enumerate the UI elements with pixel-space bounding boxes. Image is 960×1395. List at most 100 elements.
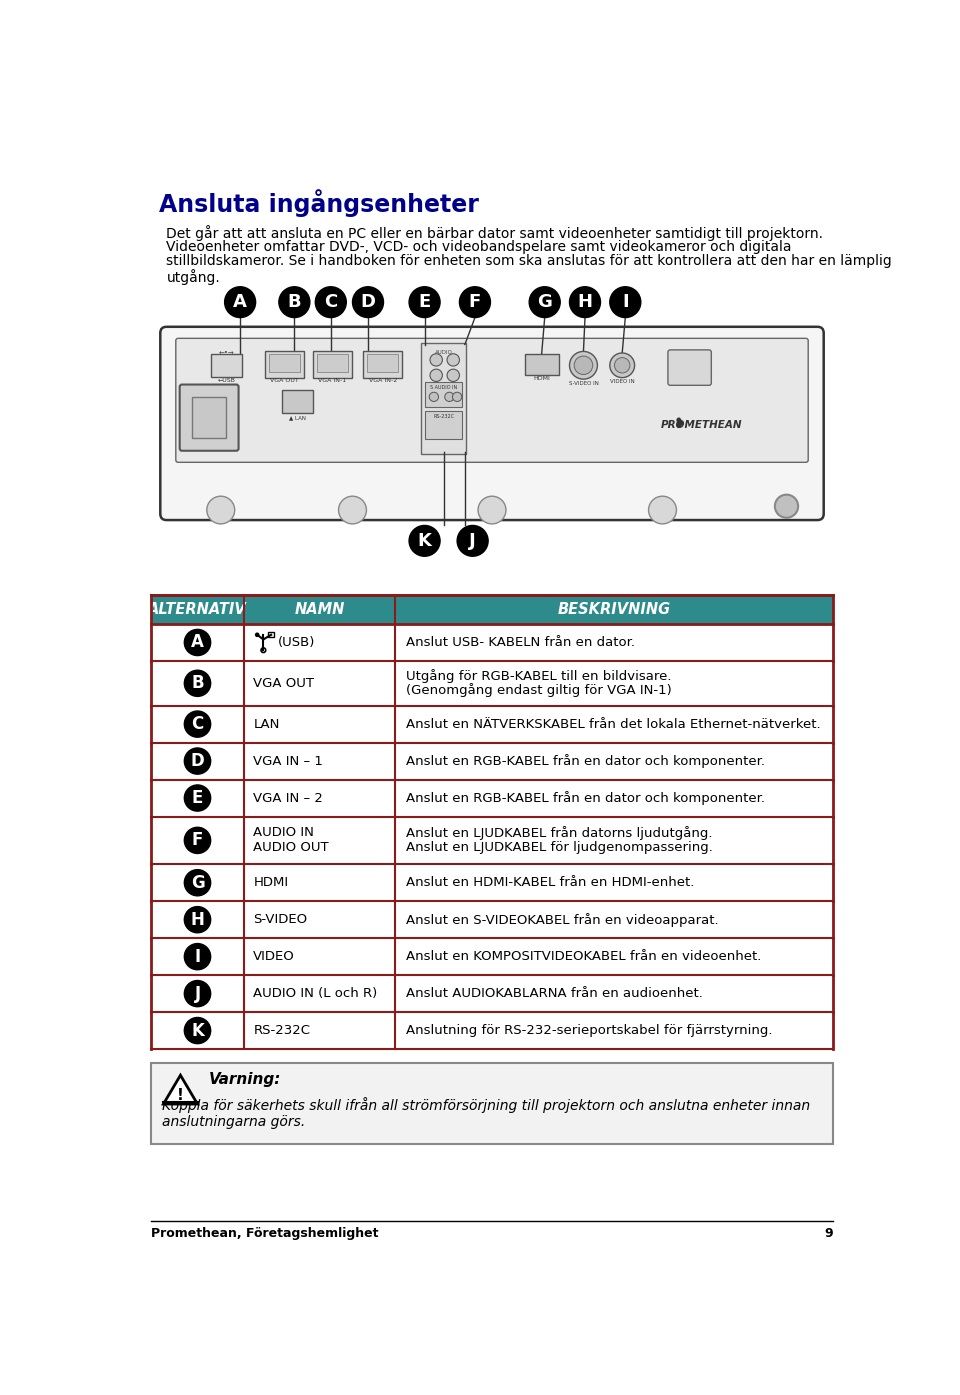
Text: H: H: [578, 293, 592, 311]
Text: stillbildskameror. Se i handboken för enheten som ska anslutas för att kontrolle: stillbildskameror. Se i handboken för en…: [166, 254, 892, 268]
Text: NAMN: NAMN: [295, 601, 345, 617]
Text: Anslut AUDIOKABLARNA från en audioenhet.: Anslut AUDIOKABLARNA från en audioenhet.: [406, 988, 703, 1000]
Text: Utgång för RGB-KABEL till en bildvisare.: Utgång för RGB-KABEL till en bildvisare.: [406, 668, 671, 682]
Text: VGA IN-2: VGA IN-2: [369, 378, 396, 384]
Text: (Genomgång endast giltig för VGA IN-1): (Genomgång endast giltig för VGA IN-1): [406, 684, 672, 698]
FancyBboxPatch shape: [151, 901, 833, 939]
Text: G: G: [538, 293, 552, 311]
FancyBboxPatch shape: [420, 343, 467, 453]
Text: A: A: [233, 293, 247, 311]
Circle shape: [254, 632, 259, 638]
Text: D: D: [191, 752, 204, 770]
Text: F: F: [192, 831, 204, 850]
Text: LAN: LAN: [253, 717, 279, 731]
Text: Ansluta ingångsenheter: Ansluta ingångsenheter: [158, 188, 479, 216]
Circle shape: [184, 711, 210, 737]
Circle shape: [444, 392, 454, 402]
Text: B: B: [288, 293, 301, 311]
FancyBboxPatch shape: [151, 1013, 833, 1049]
Text: Varning:: Varning:: [209, 1073, 281, 1087]
Circle shape: [184, 670, 210, 696]
Circle shape: [206, 497, 234, 525]
Text: AUDIO IN: AUDIO IN: [253, 826, 314, 840]
Text: Promethean, Företagshemlighet: Promethean, Företagshemlighet: [151, 1228, 378, 1240]
FancyBboxPatch shape: [151, 594, 833, 624]
Text: K: K: [191, 1021, 204, 1039]
Text: anslutningarna görs.: anslutningarna görs.: [162, 1115, 305, 1129]
Text: ❥: ❥: [674, 417, 685, 431]
Text: (USB): (USB): [278, 636, 316, 649]
Circle shape: [447, 370, 460, 381]
Text: VGA IN-1: VGA IN-1: [319, 378, 347, 384]
Text: H: H: [191, 911, 204, 929]
Text: BESKRIVNING: BESKRIVNING: [558, 601, 671, 617]
FancyBboxPatch shape: [524, 354, 559, 374]
FancyBboxPatch shape: [210, 354, 242, 377]
Text: S-VIDEO: S-VIDEO: [253, 914, 307, 926]
Text: Det går att att ansluta en PC eller en bärbar dator samt videoenheter samtidigt : Det går att att ansluta en PC eller en b…: [166, 225, 824, 241]
Text: Anslut en RGB-KABEL från en dator och komponenter.: Anslut en RGB-KABEL från en dator och ko…: [406, 755, 765, 769]
Text: HDMI: HDMI: [253, 876, 288, 889]
Text: Anslut en HDMI-KABEL från en HDMI-enhet.: Anslut en HDMI-KABEL från en HDMI-enhet.: [406, 876, 694, 889]
Circle shape: [184, 943, 210, 970]
Text: D: D: [361, 293, 375, 311]
Text: !: !: [177, 1088, 184, 1103]
FancyBboxPatch shape: [151, 661, 833, 706]
Text: 9: 9: [825, 1228, 833, 1240]
Circle shape: [184, 869, 210, 896]
FancyBboxPatch shape: [151, 816, 833, 865]
Text: VGA IN – 2: VGA IN – 2: [253, 791, 324, 805]
Text: J: J: [469, 531, 476, 550]
FancyBboxPatch shape: [176, 339, 808, 462]
FancyBboxPatch shape: [425, 410, 462, 439]
Text: I: I: [622, 293, 629, 311]
Text: Anslut en S-VIDEOKABEL från en videoapparat.: Anslut en S-VIDEOKABEL från en videoappa…: [406, 912, 719, 926]
Text: utgång.: utgång.: [166, 269, 220, 285]
Circle shape: [457, 526, 488, 557]
Circle shape: [478, 497, 506, 525]
Text: Anslut en KOMPOSITVIDEOKABEL från en videoenhet.: Anslut en KOMPOSITVIDEOKABEL från en vid…: [406, 950, 761, 963]
Text: VGA OUT: VGA OUT: [253, 677, 314, 689]
Circle shape: [184, 1017, 210, 1043]
Text: B: B: [191, 674, 204, 692]
Circle shape: [649, 497, 677, 525]
Circle shape: [278, 287, 310, 318]
Text: Anslut en LJUDKABEL från datorns ljudutgång.: Anslut en LJUDKABEL från datorns ljudutg…: [406, 826, 712, 840]
Circle shape: [569, 287, 601, 318]
Circle shape: [352, 287, 383, 318]
Circle shape: [225, 287, 255, 318]
Text: S-VIDEO IN: S-VIDEO IN: [568, 381, 598, 386]
Circle shape: [569, 352, 597, 379]
FancyBboxPatch shape: [317, 354, 348, 372]
Text: ←•→: ←•→: [219, 350, 235, 356]
Text: Koppla för säkerhets skull ifrån all strömförsörjning till projektorn och anslut: Koppla för säkerhets skull ifrån all str…: [162, 1098, 810, 1113]
Text: C: C: [324, 293, 337, 311]
FancyBboxPatch shape: [269, 354, 300, 372]
Text: Anslutning för RS-232-serieportskabel för fjärrstyrning.: Anslutning för RS-232-serieportskabel fö…: [406, 1024, 773, 1036]
Text: VGA IN – 1: VGA IN – 1: [253, 755, 324, 767]
Circle shape: [610, 287, 641, 318]
Circle shape: [184, 907, 210, 933]
Circle shape: [775, 495, 798, 518]
Text: F: F: [468, 293, 481, 311]
Text: AUDIO OUT: AUDIO OUT: [253, 841, 329, 854]
Circle shape: [574, 356, 592, 374]
Text: A: A: [191, 633, 204, 651]
FancyBboxPatch shape: [151, 939, 833, 975]
FancyBboxPatch shape: [313, 352, 351, 378]
FancyBboxPatch shape: [151, 865, 833, 901]
FancyBboxPatch shape: [668, 350, 711, 385]
Circle shape: [184, 748, 210, 774]
Circle shape: [430, 354, 443, 365]
Circle shape: [184, 629, 210, 656]
FancyBboxPatch shape: [282, 391, 313, 413]
Text: HDMI: HDMI: [533, 377, 550, 381]
FancyBboxPatch shape: [160, 326, 824, 520]
Text: VIDEO: VIDEO: [253, 950, 295, 963]
FancyBboxPatch shape: [151, 975, 833, 1013]
Circle shape: [430, 370, 443, 381]
Text: J: J: [195, 985, 201, 1003]
FancyBboxPatch shape: [425, 382, 462, 407]
Text: Anslut en LJUDKABEL för ljudgenompassering.: Anslut en LJUDKABEL för ljudgenompasseri…: [406, 841, 713, 854]
Text: AUDIO IN (L och R): AUDIO IN (L och R): [253, 988, 377, 1000]
